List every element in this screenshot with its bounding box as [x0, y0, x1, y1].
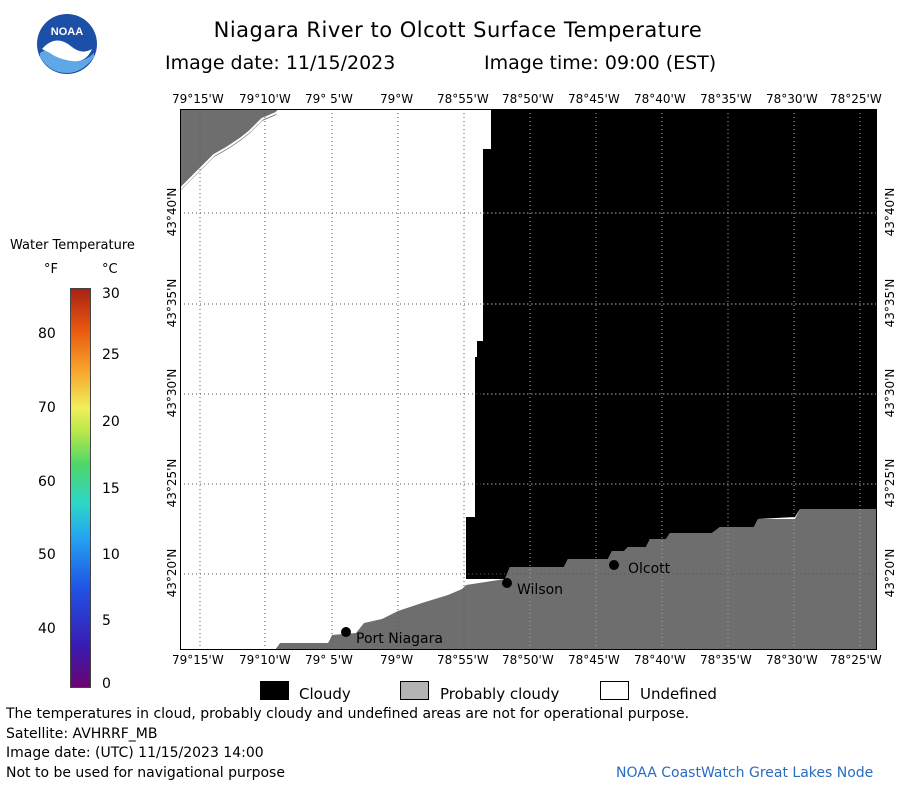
lon-label-bottom: 78°35'W	[700, 653, 752, 667]
place-olcott: Olcott	[628, 561, 671, 577]
lon-label-bottom: 79°10'W	[239, 653, 291, 667]
f-tick: 70	[38, 400, 56, 416]
noaa-logo-icon: NOAA	[37, 14, 97, 74]
footer-utc-date: Image date: (UTC) 11/15/2023 14:00	[6, 745, 264, 761]
c-tick: 0	[102, 676, 111, 692]
lon-label-top: 78°55'W	[437, 92, 489, 106]
c-tick: 30	[102, 286, 120, 302]
legend-unit-c: °C	[102, 262, 118, 277]
lat-label-right: 43°20'N	[883, 548, 897, 598]
c-tick: 10	[102, 547, 120, 563]
lon-label-bottom: 78°45'W	[568, 653, 620, 667]
place-port-niagara: Port Niagara	[356, 631, 443, 647]
footer-satellite: Satellite: AVHRRF_MB	[6, 726, 158, 742]
temperature-colorbar	[70, 288, 91, 688]
swatch-probably-cloudy	[400, 681, 429, 700]
logo-text: NOAA	[51, 26, 83, 38]
legend-unit-f: °F	[44, 262, 58, 277]
footer-disclaimer: The temperatures in cloud, probably clou…	[6, 706, 690, 722]
lon-label-bottom: 79°15'W	[172, 653, 224, 667]
grid-lines	[180, 109, 877, 650]
legend-undefined: Undefined	[640, 685, 717, 703]
place-wilson: Wilson	[517, 582, 563, 598]
lon-label-top: 78°25'W	[830, 92, 882, 106]
f-tick: 80	[38, 326, 56, 342]
f-tick: 60	[38, 474, 56, 490]
f-tick: 40	[38, 621, 56, 637]
lon-label-top: 78°40'W	[634, 92, 686, 106]
swatch-undefined	[600, 681, 629, 700]
lat-label-left: 43°40'N	[165, 187, 179, 237]
legend-probably-cloudy: Probably cloudy	[440, 685, 560, 703]
lon-label-bottom: 79°W	[380, 653, 414, 667]
lon-label-bottom: 79° 5'W	[305, 653, 353, 667]
c-tick: 20	[102, 414, 120, 430]
marker-port-niagara	[341, 627, 351, 637]
cloud-region	[466, 109, 877, 579]
lat-label-right: 43°40'N	[883, 187, 897, 237]
lon-label-top: 78°45'W	[568, 92, 620, 106]
lon-label-top: 78°50'W	[502, 92, 554, 106]
page-title: Niagara River to Olcott Surface Temperat…	[213, 18, 703, 42]
credit-link[interactable]: NOAA CoastWatch Great Lakes Node	[616, 765, 874, 781]
footer-nav-warning: Not to be used for navigational purpose	[6, 765, 285, 781]
lon-label-top: 78°30'W	[766, 92, 818, 106]
lon-label-top: 78°35'W	[700, 92, 752, 106]
lon-label-top: 79°W	[380, 92, 414, 106]
f-tick: 50	[38, 547, 56, 563]
c-tick: 15	[102, 481, 120, 497]
lat-label-right: 43°30'N	[883, 368, 897, 418]
lon-label-bottom: 78°40'W	[634, 653, 686, 667]
lon-label-bottom: 78°30'W	[766, 653, 818, 667]
map-area: Port Niagara Wilson Olcott	[180, 109, 877, 650]
image-date: Image date: 11/15/2023	[165, 52, 396, 74]
swatch-cloudy	[260, 681, 289, 700]
lon-label-top: 79°10'W	[239, 92, 291, 106]
lon-label-top: 79°15'W	[172, 92, 224, 106]
lat-label-left: 43°25'N	[165, 458, 179, 508]
lat-label-right: 43°35'N	[883, 278, 897, 328]
c-tick: 25	[102, 347, 120, 363]
land-bottom	[275, 509, 877, 650]
marker-wilson	[502, 578, 512, 588]
lon-label-bottom: 78°50'W	[502, 653, 554, 667]
lat-label-left: 43°35'N	[165, 278, 179, 328]
legend-title: Water Temperature	[10, 238, 135, 253]
lon-label-bottom: 78°55'W	[437, 653, 489, 667]
lat-label-left: 43°30'N	[165, 368, 179, 418]
lon-label-top: 79° 5'W	[305, 92, 353, 106]
marker-olcott	[609, 560, 619, 570]
image-time: Image time: 09:00 (EST)	[484, 52, 717, 74]
lat-label-left: 43°20'N	[165, 548, 179, 598]
lon-label-bottom: 78°25'W	[830, 653, 882, 667]
land-top-left	[180, 109, 280, 191]
legend-cloudy: Cloudy	[299, 685, 351, 703]
lat-label-right: 43°25'N	[883, 458, 897, 508]
c-tick: 5	[102, 613, 111, 629]
